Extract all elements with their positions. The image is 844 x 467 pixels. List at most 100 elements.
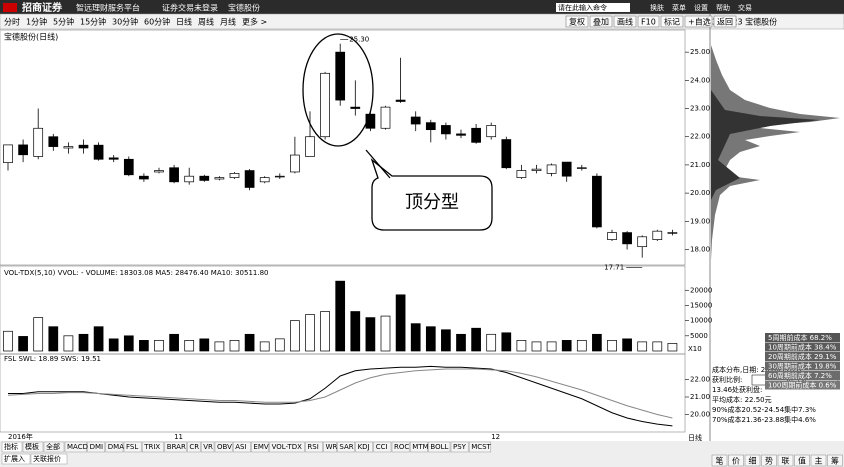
y-tick-label: 21.00 xyxy=(690,393,710,401)
period-tab[interactable]: 15分钟 xyxy=(80,17,106,27)
volume-bar xyxy=(229,340,240,352)
period-tab[interactable]: 30分钟 xyxy=(112,17,138,27)
indicator-tab-label: FSL xyxy=(126,443,138,451)
indicator-tab[interactable] xyxy=(64,441,87,453)
volume-bar xyxy=(63,335,74,352)
indicator-tab[interactable] xyxy=(373,441,392,453)
panel-button[interactable] xyxy=(761,454,777,467)
period-tab[interactable]: 日线 xyxy=(176,17,192,27)
y-tick-label: 20.00 xyxy=(690,189,710,197)
indicator-tab[interactable] xyxy=(251,441,269,453)
period-tab[interactable]: 周线 xyxy=(198,17,214,27)
tool-button[interactable] xyxy=(637,15,660,28)
tool-button-label: 复权 xyxy=(569,17,585,27)
period-tab[interactable]: 分时 xyxy=(4,17,20,27)
panel-button[interactable] xyxy=(777,454,794,467)
volume-bar xyxy=(154,340,164,352)
indicator-tab[interactable] xyxy=(105,441,124,453)
y-tick-label: 19.00 xyxy=(690,217,710,225)
tool-button[interactable] xyxy=(589,15,613,28)
candle-body xyxy=(531,168,542,171)
menu-item[interactable]: 换肤 xyxy=(650,3,664,12)
menu-item[interactable]: 帮助 xyxy=(716,3,730,12)
tool-button-label: 画线 xyxy=(617,17,633,27)
link-tab[interactable] xyxy=(1,453,31,465)
menu-item[interactable]: 菜单 xyxy=(672,3,686,12)
search-box[interactable] xyxy=(556,3,630,12)
x-tick-label: 2016年 xyxy=(8,432,33,441)
period-tab[interactable]: 5分钟 xyxy=(53,17,74,27)
period-tab[interactable]: 1分钟 xyxy=(26,17,47,27)
chip-distribution xyxy=(711,45,840,260)
indicator-tab-label: DMA xyxy=(108,443,124,451)
period-tab[interactable]: 60分钟 xyxy=(144,17,170,27)
indicator-tab[interactable] xyxy=(187,441,201,453)
indicator-tab[interactable] xyxy=(428,441,451,453)
legend-box xyxy=(765,352,840,361)
indicator-tab-label: CR xyxy=(189,443,199,451)
indicator-tab[interactable] xyxy=(409,441,428,453)
panel-button[interactable] xyxy=(810,454,827,467)
indicator-tab[interactable] xyxy=(337,441,355,453)
indicator-tab[interactable] xyxy=(323,441,337,453)
candle-body xyxy=(48,136,59,147)
cost-info: 90%成本20.52-24.54集中7.3% xyxy=(712,405,816,414)
indicator-tab[interactable] xyxy=(355,441,374,453)
candle-body xyxy=(199,175,210,181)
period-tab[interactable]: 月线 xyxy=(220,17,236,27)
candle-body xyxy=(93,144,104,160)
indicator-tab-label: 全部 xyxy=(46,442,60,451)
candle-body xyxy=(486,125,497,138)
panel-button[interactable] xyxy=(744,454,761,467)
tool-button[interactable] xyxy=(565,15,589,28)
volume-bar xyxy=(48,326,59,352)
candle-body xyxy=(637,236,648,248)
candle-body xyxy=(667,232,678,234)
indicator-tab[interactable] xyxy=(214,441,233,453)
indicator-tab[interactable] xyxy=(468,441,492,453)
indicator-tab[interactable] xyxy=(269,441,305,453)
volume-bar xyxy=(546,341,557,352)
candle-body xyxy=(139,175,149,180)
panel-button[interactable] xyxy=(728,454,744,467)
indicator-tab[interactable] xyxy=(164,441,187,453)
volume-bar xyxy=(592,333,602,352)
indicator-tab[interactable] xyxy=(391,441,410,453)
indicator-tab[interactable] xyxy=(43,441,65,453)
candle-body xyxy=(320,72,330,138)
indicator-tab[interactable] xyxy=(450,441,469,453)
period-tab[interactable]: 更多 > xyxy=(242,17,267,27)
indicator-tab[interactable] xyxy=(232,441,251,453)
chart-title: 宝德股份(日线) xyxy=(4,32,58,42)
profit-label: 获利比例: xyxy=(712,375,742,384)
indicator-tab[interactable] xyxy=(22,441,44,453)
indicator-tab[interactable] xyxy=(1,441,23,453)
tool-button-label: 返回 xyxy=(717,18,733,27)
indicator-tab[interactable] xyxy=(87,441,106,453)
indicator-tab[interactable] xyxy=(123,441,142,453)
panel-button[interactable] xyxy=(794,454,810,467)
menu-item[interactable]: 设置 xyxy=(694,3,708,12)
volume-bar xyxy=(652,341,663,352)
volume-bar xyxy=(486,333,497,352)
panel-button[interactable] xyxy=(827,454,843,467)
candle-body xyxy=(305,136,315,157)
volume-bar xyxy=(93,326,104,352)
menu-item[interactable]: 交易 xyxy=(738,3,752,12)
tool-button[interactable] xyxy=(660,15,684,28)
login-status[interactable]: 证券交易未登录 xyxy=(162,3,218,13)
tool-button[interactable] xyxy=(713,15,737,28)
cost-code: 300023 宝德股份 xyxy=(712,17,777,27)
indicator-tab-label: MTM xyxy=(412,443,428,451)
indicator-tab[interactable] xyxy=(141,441,165,453)
panel-button[interactable] xyxy=(711,454,728,467)
candle-body xyxy=(622,232,632,245)
indicator-tab[interactable] xyxy=(200,441,215,453)
link-tab[interactable] xyxy=(30,453,68,465)
candle-body xyxy=(244,170,255,188)
indicator-tab[interactable] xyxy=(305,441,323,453)
tool-button[interactable] xyxy=(684,15,713,28)
legend-box xyxy=(765,380,840,390)
volume-bar xyxy=(18,336,28,352)
tool-button[interactable] xyxy=(613,15,637,28)
